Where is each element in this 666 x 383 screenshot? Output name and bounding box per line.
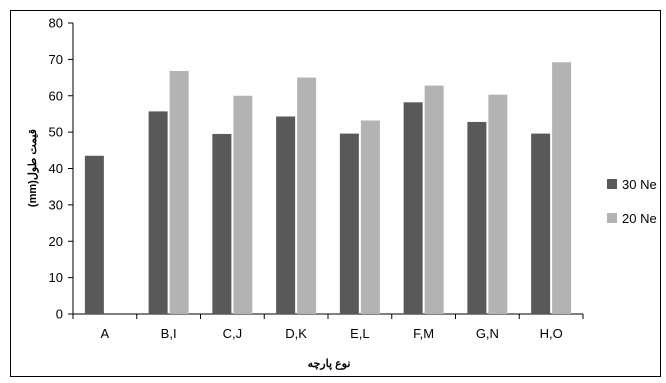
bar-30ne [531, 133, 551, 314]
legend-swatch-20ne [607, 213, 617, 223]
x-category-label: A [101, 326, 110, 341]
bar-30ne [212, 133, 232, 314]
x-category-label: B,I [161, 326, 177, 341]
bar-20ne [297, 77, 317, 314]
legend-swatch-30ne [607, 179, 617, 189]
y-tick-label: 60 [49, 88, 63, 103]
y-axis-ticks: 0 10 20 30 40 50 60 70 80 [49, 16, 73, 322]
bar-30ne [403, 102, 423, 314]
y-tick-label: 70 [49, 52, 63, 67]
bar-30ne [276, 116, 296, 314]
x-category-label: D,K [285, 326, 307, 341]
bar-20ne [424, 85, 444, 314]
y-tick-label: 80 [49, 16, 63, 31]
x-axis-title: نوع پارچه [308, 358, 351, 370]
bar-20ne [233, 95, 253, 314]
y-axis-title: (mm)قیمت طول [27, 129, 39, 207]
x-category-label: H,O [540, 326, 563, 341]
bar-20ne [488, 94, 508, 314]
y-tick-label: 10 [49, 270, 63, 285]
bar-20ne [360, 120, 380, 314]
plot-area [72, 23, 583, 315]
x-category-label: F,M [413, 326, 434, 341]
y-tick-label: 50 [49, 125, 63, 140]
legend: 30 Ne 20 Ne [607, 177, 657, 226]
bar-30ne [467, 121, 487, 314]
bar-20ne [552, 62, 572, 314]
bar-30ne [84, 155, 104, 314]
y-tick-label: 20 [49, 234, 63, 249]
x-category-label: G,N [476, 326, 499, 341]
bar-20ne [169, 71, 189, 314]
x-category-label: E,L [350, 326, 370, 341]
legend-label-30ne: 30 Ne [622, 177, 657, 192]
bar-30ne [339, 133, 359, 314]
x-axis-categories: A B,I C,J D,K E,L F,M G,N H,O [72, 314, 584, 341]
y-tick-label: 0 [56, 307, 63, 322]
y-tick-label: 30 [49, 197, 63, 212]
x-category-label: C,J [223, 326, 243, 341]
bar-30ne [148, 111, 168, 314]
legend-label-20ne: 20 Ne [622, 211, 657, 226]
y-tick-label: 40 [49, 161, 63, 176]
